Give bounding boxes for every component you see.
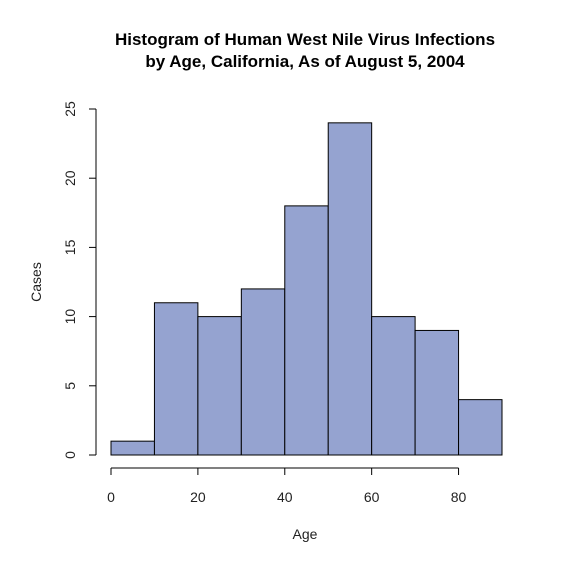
x-tick-label: 60 [364,489,380,505]
y-tick-label: 10 [62,309,78,325]
y-tick-label: 0 [62,451,78,459]
histogram-bar-70-80 [415,330,458,455]
y-tick-label: 15 [62,239,78,255]
x-tick-label: 40 [277,489,293,505]
x-tick-label: 80 [451,489,467,505]
histogram-bar-20-30 [198,317,241,455]
histogram-bar-40-50 [285,206,328,455]
chart-title: Histogram of Human West Nile Virus Infec… [115,30,495,49]
histogram-bar-80-90 [459,400,502,455]
bars-layer [111,123,502,455]
histogram-bar-10-20 [154,303,197,455]
x-tick-label: 20 [190,489,206,505]
histogram-bar-50-60 [328,123,371,455]
y-tick-label: 25 [62,101,78,117]
x-tick-label: 0 [107,489,115,505]
histogram-bar-30-40 [241,289,284,455]
y-axis-label: Cases [28,262,44,302]
histogram-bar-60-70 [372,317,415,455]
chart-subtitle: by Age, California, As of August 5, 2004 [145,52,465,71]
x-axis: 0 20 40 60 80 [107,468,466,505]
y-axis: 0 5 10 15 20 25 [62,101,96,459]
y-tick-label: 20 [62,170,78,186]
y-tick-label: 5 [62,382,78,390]
histogram-bar-0-10 [111,441,154,455]
x-axis-label: Age [293,526,318,542]
